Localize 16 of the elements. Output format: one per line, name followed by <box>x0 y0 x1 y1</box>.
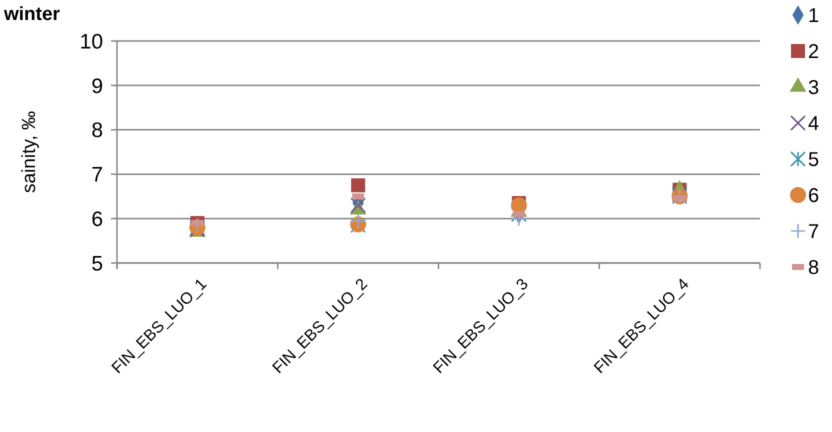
y-tick-label: 10 <box>80 30 103 54</box>
legend-label: 7 <box>808 221 820 243</box>
y-tick-label: 9 <box>91 74 103 98</box>
legend-label: 3 <box>808 77 820 99</box>
legend-label: 8 <box>808 257 820 279</box>
y-axis-title: sainity, ‰ <box>19 110 40 194</box>
y-tick-label: 7 <box>91 164 103 187</box>
legend-label: 1 <box>808 5 820 27</box>
legend-label: 5 <box>808 149 820 171</box>
y-tick-label: 6 <box>91 208 103 231</box>
chart-title: winter <box>3 4 61 25</box>
y-tick-label: 5 <box>91 252 103 276</box>
legend-label: 6 <box>808 185 820 207</box>
y-tick-label: 8 <box>91 119 103 142</box>
legend-label: 2 <box>808 41 820 63</box>
legend-label: 4 <box>808 113 820 135</box>
